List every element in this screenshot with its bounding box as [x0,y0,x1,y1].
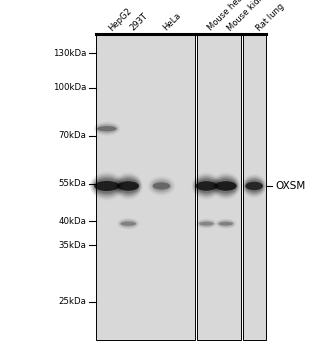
Ellipse shape [116,176,141,196]
Ellipse shape [94,179,120,193]
Bar [96,34,195,340]
Text: Mouse heart: Mouse heart [207,0,250,33]
Ellipse shape [117,177,140,195]
Ellipse shape [94,181,120,191]
Text: 70kDa: 70kDa [58,131,86,140]
Ellipse shape [195,177,218,195]
Ellipse shape [245,180,263,192]
Ellipse shape [194,177,218,195]
Ellipse shape [245,178,264,194]
Ellipse shape [215,178,237,194]
Text: 55kDa: 55kDa [58,179,86,188]
Ellipse shape [213,176,238,196]
Ellipse shape [199,222,214,226]
Ellipse shape [245,179,263,193]
Ellipse shape [117,178,139,194]
Ellipse shape [215,179,237,193]
Text: HeLa: HeLa [161,11,183,33]
Ellipse shape [121,222,136,226]
Text: HepG2: HepG2 [107,6,133,33]
Ellipse shape [97,126,117,131]
Text: 25kDa: 25kDa [58,298,86,306]
Text: 130kDa: 130kDa [53,49,86,58]
Ellipse shape [194,176,219,196]
Text: OXSM: OXSM [275,181,305,191]
Ellipse shape [91,174,122,197]
Ellipse shape [195,178,217,194]
Text: 100kDa: 100kDa [53,83,86,92]
Ellipse shape [92,176,121,196]
Ellipse shape [196,179,217,193]
Ellipse shape [193,175,219,197]
Ellipse shape [116,177,140,195]
Ellipse shape [153,181,170,191]
Ellipse shape [92,175,122,197]
Ellipse shape [196,181,217,191]
Bar [243,34,266,340]
Ellipse shape [118,181,139,191]
Ellipse shape [115,175,141,197]
Bar [197,34,241,340]
Text: 293T: 293T [128,12,149,33]
Ellipse shape [244,178,264,194]
Ellipse shape [213,175,239,197]
Text: 35kDa: 35kDa [58,241,86,250]
Ellipse shape [93,177,121,195]
Text: Rat lung: Rat lung [254,1,286,33]
Ellipse shape [245,182,263,190]
Text: Mouse kidney: Mouse kidney [226,0,274,33]
Ellipse shape [214,177,237,195]
Text: 40kDa: 40kDa [58,217,86,226]
Ellipse shape [118,179,139,193]
Ellipse shape [215,181,237,191]
Ellipse shape [153,182,170,190]
Ellipse shape [214,177,238,195]
Ellipse shape [94,178,120,194]
Ellipse shape [244,177,265,195]
Ellipse shape [218,222,233,226]
